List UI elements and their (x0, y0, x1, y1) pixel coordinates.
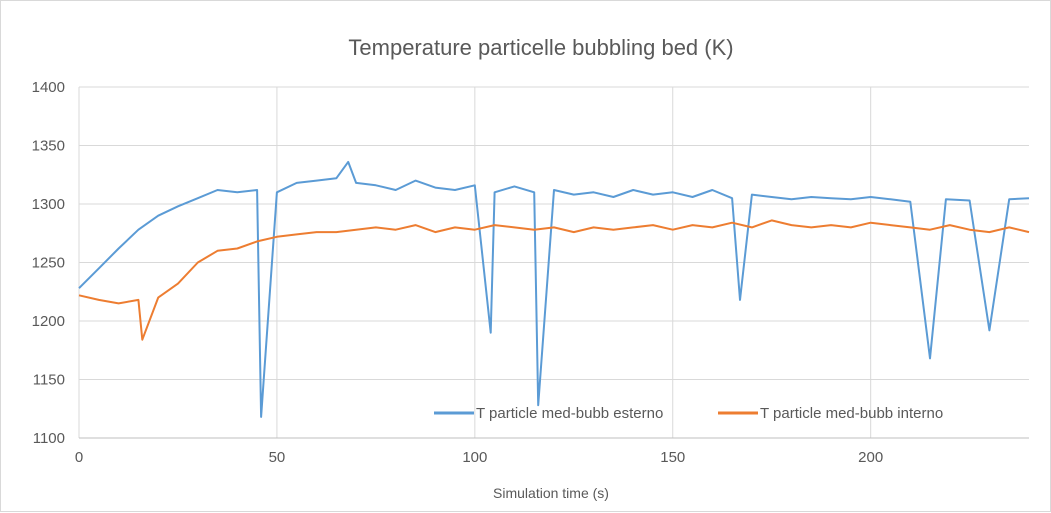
legend-label-1: T particle med-bubb esterno (476, 405, 663, 422)
x-tick-label: 100 (462, 449, 487, 466)
y-tick-label: 1350 (32, 138, 65, 155)
legend-label-2: T particle med-bubb interno (760, 405, 943, 422)
y-tick-label: 1200 (32, 313, 65, 330)
series-line-2 (78, 219, 1030, 341)
x-tick-label: 150 (660, 449, 685, 466)
y-tick-label: 1250 (32, 255, 65, 272)
y-tick-label: 1400 (32, 79, 65, 96)
chart-title: Temperature particelle bubbling bed (K) (348, 35, 733, 60)
x-tick-label: 200 (858, 449, 883, 466)
x-axis-ticks: 0 50 100 150 200 (75, 449, 883, 466)
y-tick-label: 1100 (33, 430, 65, 447)
series-layer (78, 160, 1030, 418)
legend: T particle med-bubb esterno T particle me… (434, 405, 943, 422)
x-tick-label: 50 (269, 449, 286, 466)
x-axis-label: Simulation time (s) (493, 485, 609, 501)
gridlines (78, 86, 1029, 439)
y-tick-label: 1150 (33, 372, 65, 389)
series-line-1 (78, 160, 1030, 418)
x-tick-label: 0 (75, 449, 83, 466)
y-axis-ticks: 1100 1150 1200 1250 1300 1350 1400 (32, 79, 65, 447)
y-tick-label: 1300 (32, 196, 65, 213)
